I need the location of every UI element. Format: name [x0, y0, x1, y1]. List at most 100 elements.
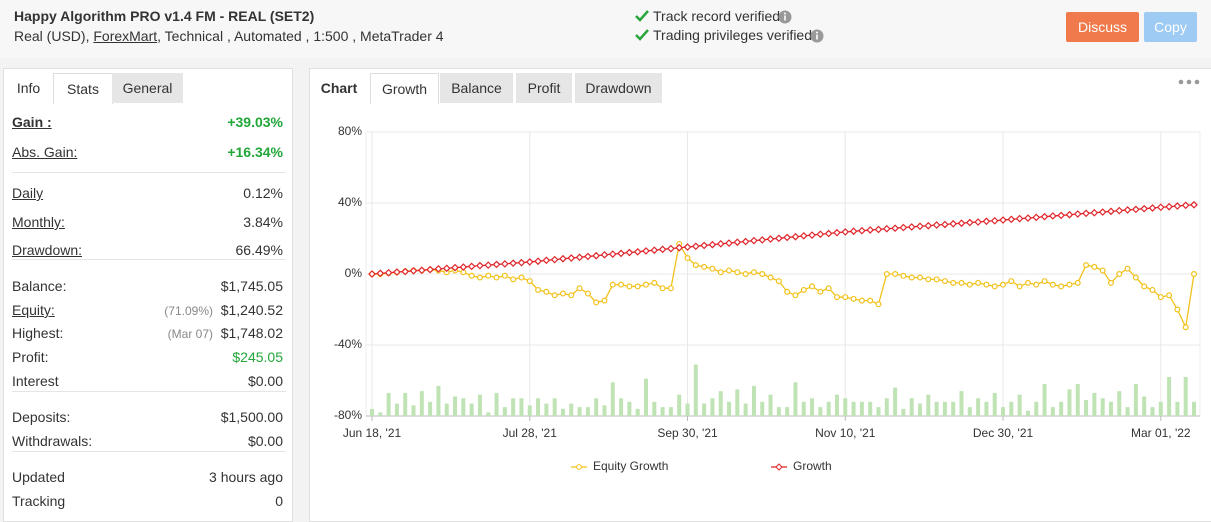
bar [1092, 392, 1097, 416]
stat-value: $1,745.05 [220, 278, 283, 294]
marker [575, 253, 584, 262]
bar [1025, 410, 1030, 416]
marker [625, 248, 634, 257]
side-tab[interactable]: Info [4, 73, 53, 103]
stat-value: 3 hours ago [209, 469, 283, 485]
bar [469, 403, 474, 416]
stat-label: Drawdown: [12, 242, 83, 258]
bar [378, 412, 383, 416]
bar [976, 398, 981, 416]
bar [1042, 384, 1047, 416]
marker [434, 265, 443, 273]
marker [858, 226, 866, 235]
verified: Track record verified [653, 8, 781, 24]
marker [924, 221, 933, 230]
bar [727, 401, 732, 416]
marker [759, 271, 766, 278]
bar [403, 392, 408, 416]
marker [467, 262, 476, 271]
legend-marker [576, 464, 582, 470]
marker [849, 227, 858, 236]
bar [652, 401, 657, 416]
y-tick-label: -80% [334, 408, 362, 422]
marker [626, 283, 633, 290]
marker [1016, 283, 1023, 290]
marker [742, 271, 749, 278]
marker [842, 294, 849, 301]
marker [899, 223, 908, 232]
marker [484, 261, 493, 269]
marker [716, 239, 725, 248]
bar [444, 403, 449, 416]
info-icons [778, 10, 824, 43]
discuss-button[interactable]: Discuss [1066, 12, 1139, 42]
marker [1141, 283, 1148, 290]
marker [733, 238, 742, 247]
marker [667, 285, 674, 292]
y-tick-label: 80% [338, 124, 362, 138]
bar [635, 408, 640, 416]
marker [784, 288, 791, 295]
marker [792, 292, 799, 299]
chart-tab[interactable]: Growth [370, 73, 439, 104]
marker [518, 274, 525, 281]
chart-tab[interactable]: Profit [516, 73, 572, 103]
more-icon[interactable] [1178, 77, 1200, 87]
stat-value: +16.34% [227, 144, 283, 160]
bar [818, 407, 823, 416]
stat-label: Withdrawals: [12, 433, 93, 449]
marker [841, 228, 850, 236]
marker [1181, 201, 1190, 210]
chart-tab[interactable]: Balance [440, 73, 513, 103]
bar [1009, 401, 1014, 416]
marker [1073, 210, 1082, 218]
bar [1050, 407, 1055, 416]
marker [975, 279, 982, 286]
stat-value: $1,240.52 [220, 302, 283, 318]
marker [800, 286, 807, 293]
marker [799, 231, 808, 240]
marker [517, 258, 526, 267]
marker [941, 220, 949, 229]
legend-marker [775, 463, 783, 471]
bar [702, 403, 707, 416]
bar [544, 403, 549, 416]
marker [858, 297, 865, 304]
marker [1156, 203, 1165, 212]
bar [1084, 400, 1089, 416]
marker [725, 239, 733, 247]
side-tab[interactable]: General [112, 73, 183, 103]
marker [634, 283, 641, 290]
stat-row: Drawdown: 66.49% [12, 242, 283, 262]
marker [659, 285, 666, 292]
bar [519, 398, 524, 416]
copy-button[interactable]: Copy [1144, 12, 1197, 42]
bar [527, 405, 532, 416]
chart-tab[interactable]: Drawdown [575, 73, 662, 103]
marker [758, 236, 767, 244]
bar [453, 396, 458, 416]
bar [901, 408, 906, 416]
marker [958, 279, 965, 286]
marker [492, 260, 501, 269]
marker [1066, 281, 1073, 288]
line [372, 241, 1195, 330]
check-icons [635, 10, 649, 41]
chart-tab[interactable]: Chart [310, 73, 368, 103]
marker [642, 247, 650, 255]
separator [12, 451, 286, 452]
bar [926, 394, 931, 416]
marker [368, 270, 376, 278]
separator [12, 391, 286, 392]
stat-label: Balance: [12, 278, 67, 294]
side-tab[interactable]: Stats [53, 73, 113, 104]
bar [992, 392, 997, 416]
stat-row: Daily 0.12% [12, 185, 283, 205]
stat-label: Profit: [12, 349, 49, 365]
stat-label: Highest: [12, 325, 64, 341]
broker-link[interactable]: ForexMart [93, 28, 158, 44]
marker [584, 290, 591, 297]
bar [1017, 394, 1022, 416]
marker [459, 263, 468, 271]
line [371, 204, 1195, 275]
